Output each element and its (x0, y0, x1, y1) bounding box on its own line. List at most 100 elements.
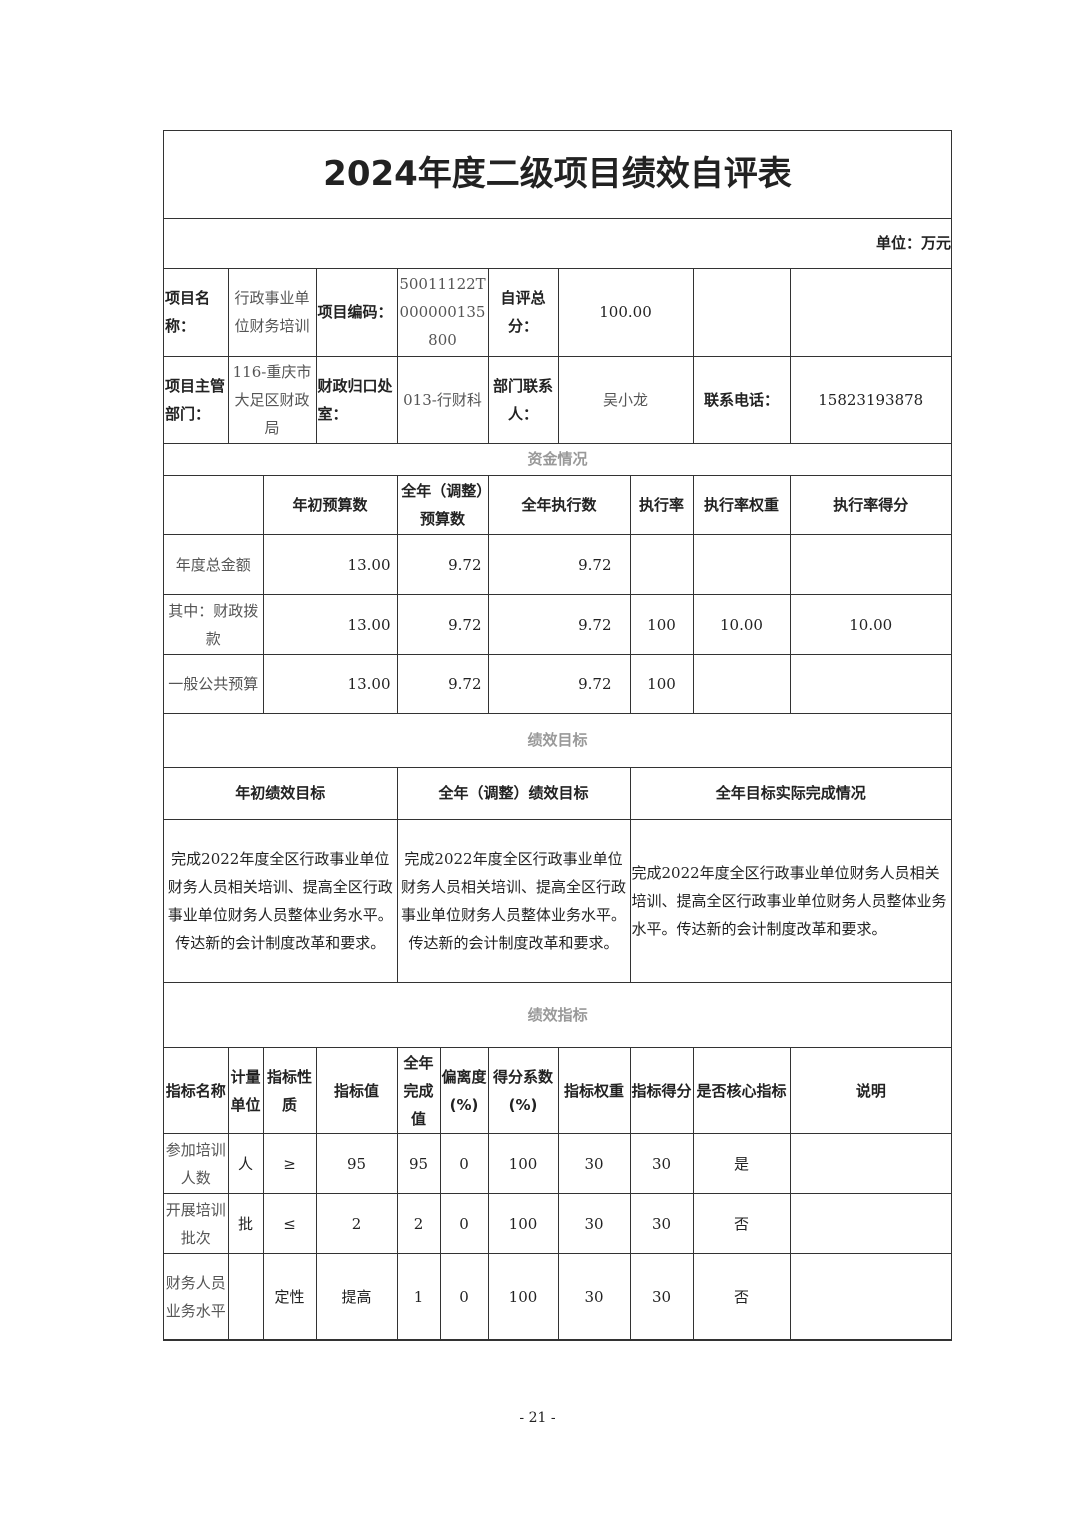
indicator-cell: 开展培训批次 (164, 1193, 229, 1254)
indicator-cell: 30 (557, 1193, 631, 1254)
form-title: 2024年度二级项目绩效自评表 (164, 131, 951, 219)
indicator-header: 计量单位 (227, 1047, 264, 1134)
dept-value: 116-重庆市大足区财政局 (227, 355, 317, 444)
score-value: 100.00 (557, 269, 694, 357)
indicator-cell: ≥ (262, 1133, 317, 1194)
funds-cell: 100 (629, 654, 694, 714)
indicator-cell: 0 (439, 1253, 489, 1340)
funds-cell (789, 534, 951, 595)
indicator-cell: 30 (557, 1133, 631, 1194)
indicator-cell: 人 (227, 1133, 264, 1194)
funds-cell: 其中：财政拨款 (164, 594, 264, 655)
funds-cell: 9.72 (487, 654, 631, 714)
indicator-cell: 批 (227, 1193, 264, 1254)
indicator-cell: 财务人员业务水平 (164, 1253, 229, 1340)
funds-cell: 10.00 (692, 594, 791, 655)
funds-cell: 9.72 (396, 654, 489, 714)
indicator-cell: 参加培训人数 (164, 1133, 229, 1194)
goals-header: 全年目标实际完成情况 (629, 766, 951, 820)
indicator-header: 偏离度(%) (439, 1047, 489, 1134)
phone-value: 15823193878 (789, 355, 951, 444)
project-code: 50011122T000000135800 (396, 269, 489, 357)
funds-section-title: 资金情况 (164, 443, 951, 476)
funds-cell: 9.72 (396, 594, 489, 655)
empty-cell (789, 269, 951, 357)
indicator-header: 说明 (789, 1047, 952, 1134)
project-code-label: 项目编码： (315, 269, 398, 357)
funds-header: 年初预算数 (262, 475, 398, 535)
funds-header: 执行率得分 (789, 475, 951, 535)
project-name: 行政事业单位财务培训 (227, 269, 317, 357)
indicator-cell: 100 (487, 1193, 559, 1254)
indicator-cell: 提高 (315, 1253, 398, 1340)
indicator-cell: 0 (439, 1133, 489, 1194)
funds-header: 全年（调整）预算数 (396, 475, 489, 535)
indicator-cell: 100 (487, 1133, 559, 1194)
indicators-section-title: 绩效指标 (164, 982, 952, 1048)
unit-label: 单位：万元 (164, 219, 951, 269)
indicator-cell: 2 (396, 1193, 441, 1254)
indicator-cell: 1 (396, 1253, 441, 1340)
funds-cell: 100 (629, 594, 694, 655)
indicator-row: 参加培训人数人 ≥95 95 0 100 30 30 是 (164, 1133, 952, 1194)
indicator-row: 财务人员业务水平 定性 提高 1 0 100 30 30 否 (164, 1253, 952, 1340)
indicators-table: 绩效指标 指标名称 计量单位 指标性质 指标值 全年完成值 偏离度(%) 得分系数(%) 指标… (164, 982, 952, 1340)
indicator-cell: 95 (315, 1133, 398, 1194)
office-value: 013-行财科 (396, 355, 489, 444)
funds-cell: 13.00 (262, 594, 398, 655)
project-name-label: 项目名称： (164, 269, 229, 357)
indicator-row: 开展培训批次批 ≤2 2 0 100 30 30 否 (164, 1193, 952, 1254)
goals-table: 绩效目标 年初绩效目标 全年（调整）绩效目标 全年目标实际完成情况 完成2022… (164, 714, 951, 983)
funds-cell: 9.72 (487, 534, 631, 595)
indicator-cell (789, 1253, 952, 1340)
indicator-cell (789, 1133, 952, 1194)
funds-cell: 9.72 (487, 594, 631, 655)
indicator-cell: 是 (692, 1133, 791, 1194)
initial-goal: 完成2022年度全区行政事业单位财务人员相关培训、提高全区行政事业单位财务人员整… (164, 818, 398, 983)
funds-cell: 年度总金额 (164, 534, 264, 595)
funds-cell (692, 654, 791, 714)
indicator-cell: 定性 (262, 1253, 317, 1340)
indicator-cell (789, 1193, 952, 1254)
contact-value: 吴小龙 (557, 355, 694, 444)
funds-header: 执行率 (629, 475, 694, 535)
indicator-cell: 100 (487, 1253, 559, 1340)
indicator-header: 指标得分 (629, 1047, 694, 1134)
indicator-header: 全年完成值 (396, 1047, 441, 1134)
indicator-cell: 否 (692, 1193, 791, 1254)
goals-header: 全年（调整）绩效目标 (396, 766, 631, 820)
indicator-cell (227, 1253, 264, 1340)
funds-cell: 10.00 (789, 594, 951, 655)
goals-header: 年初绩效目标 (164, 766, 398, 820)
adjusted-goal: 完成2022年度全区行政事业单位财务人员相关培训、提高全区行政事业单位财务人员整… (396, 818, 631, 983)
indicator-cell: 0 (439, 1193, 489, 1254)
funds-cell: 13.00 (262, 534, 398, 595)
project-info-table: 项目名称： 行政事业单位财务培训 项目编码： 50011122T00000013… (164, 269, 951, 444)
phone-label: 联系电话： (692, 355, 791, 444)
indicator-cell: 30 (557, 1253, 631, 1340)
goals-section-title: 绩效目标 (164, 714, 951, 768)
funds-header: 执行率权重 (692, 475, 791, 535)
funds-table: 资金情况 年初预算数 全年（调整）预算数 全年执行数 执行率 执行率权重 执行率… (164, 443, 951, 714)
indicator-header: 得分系数(%) (487, 1047, 559, 1134)
dept-label: 项目主管部门： (164, 355, 229, 444)
actual-completion: 完成2022年度全区行政事业单位财务人员相关培训、提高全区行政事业单位财务人员整… (629, 818, 951, 983)
funds-cell: 9.72 (396, 534, 489, 595)
indicator-cell: 否 (692, 1253, 791, 1340)
funds-cell (629, 534, 694, 595)
indicator-cell: 30 (629, 1133, 694, 1194)
funds-cell: 一般公共预算 (164, 654, 264, 714)
funds-cell (789, 654, 951, 714)
indicator-header: 指标性质 (262, 1047, 317, 1134)
indicator-cell: 30 (629, 1253, 694, 1340)
funds-cell (692, 534, 791, 595)
indicator-header: 是否核心指标 (692, 1047, 791, 1134)
evaluation-form: 2024年度二级项目绩效自评表 单位：万元 项目名称： 行政事业单位财务培训 项… (163, 130, 952, 1341)
indicator-cell: 95 (396, 1133, 441, 1194)
score-label: 自评总分： (487, 269, 559, 357)
indicator-cell: 30 (629, 1193, 694, 1254)
indicator-cell: ≤ (262, 1193, 317, 1254)
funds-row: 其中：财政拨款 13.00 9.72 9.72 100 10.00 10.00 (164, 594, 951, 655)
funds-header (164, 475, 264, 535)
